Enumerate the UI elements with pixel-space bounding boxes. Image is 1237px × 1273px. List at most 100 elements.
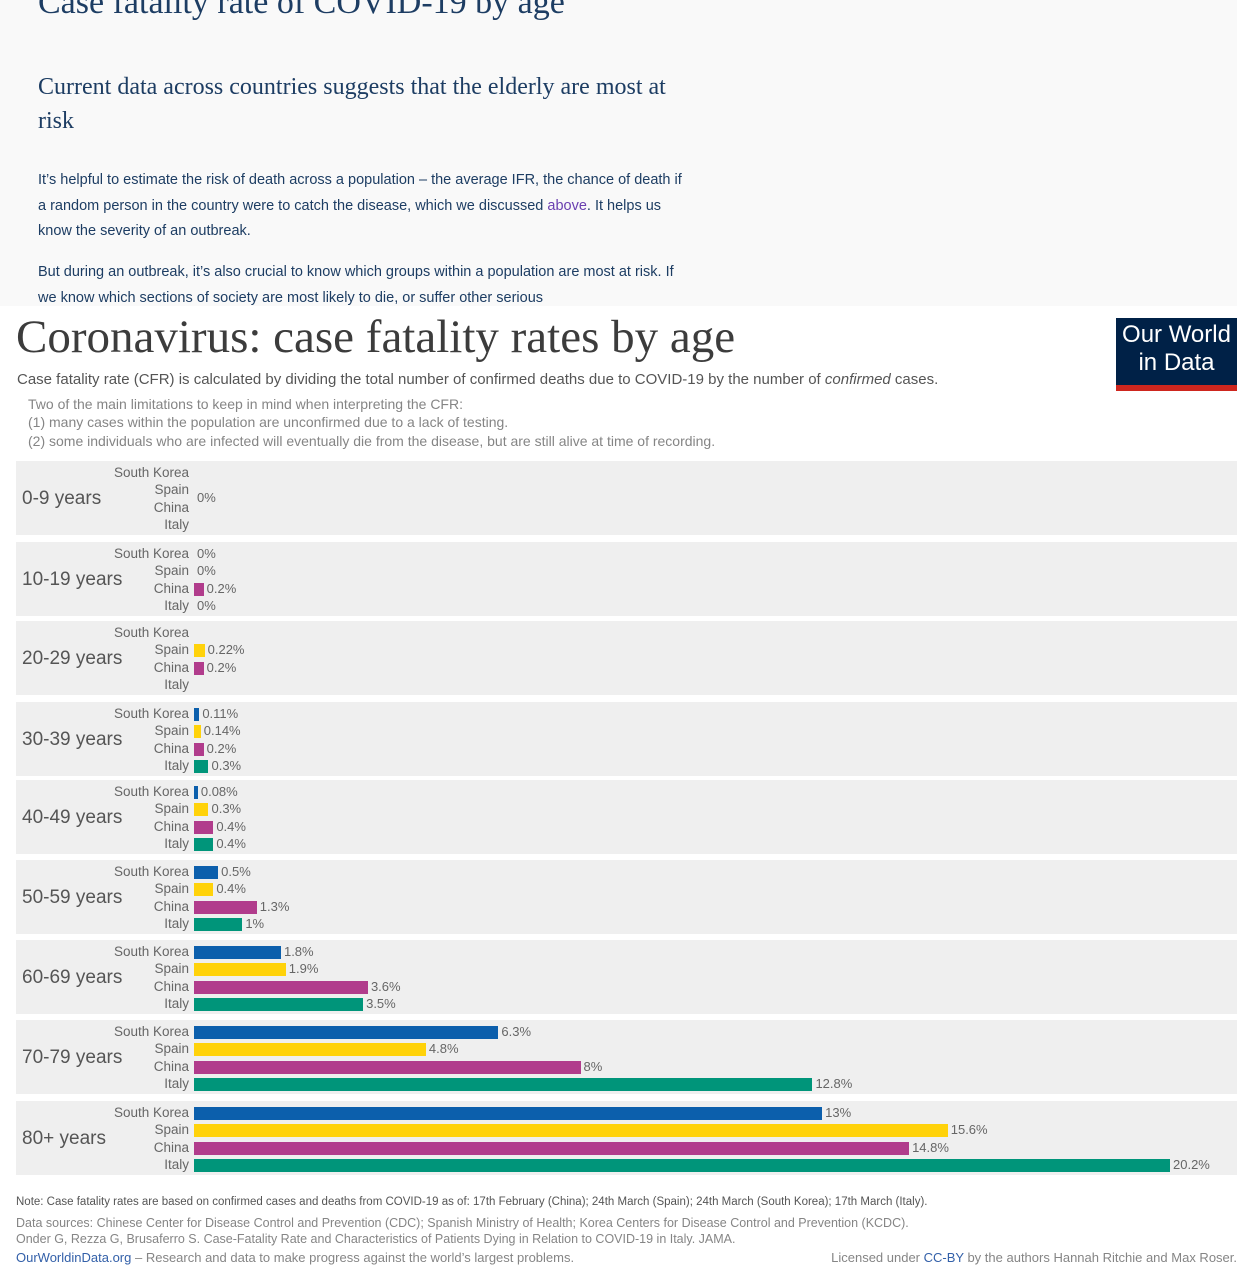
- country-label: South Korea: [113, 1024, 189, 1039]
- country-label: Italy: [164, 1157, 189, 1172]
- chart-subtitle: Case fatality rate (CFR) is calculated b…: [17, 371, 938, 388]
- bar-50-59-years-south-korea[interactable]: [194, 866, 219, 879]
- country-label: Italy: [164, 916, 189, 931]
- license-suffix: by the authors Hannah Ritchie and Max Ro…: [963, 1250, 1237, 1265]
- value-label: 4.8%: [428, 1041, 459, 1056]
- country-label: Italy: [164, 598, 189, 613]
- bar-40-49-years-south-korea[interactable]: [194, 786, 198, 799]
- chart-note-3: (2) some individuals who are infected wi…: [28, 433, 716, 449]
- country-label: Spain: [154, 482, 189, 497]
- age-band-10-19-years: [16, 542, 1237, 616]
- footer-sources: Data sources: Chinese Center for Disease…: [16, 1216, 909, 1230]
- bar-20-29-years-spain[interactable]: [194, 644, 205, 657]
- value-label: 0.2%: [206, 741, 237, 756]
- age-label: 60-69 years: [22, 967, 123, 988]
- bar-30-39-years-south-korea[interactable]: [194, 708, 200, 721]
- footer-site-line: OurWorldinData.org – Research and data t…: [16, 1250, 574, 1265]
- bar-30-39-years-italy[interactable]: [194, 760, 209, 773]
- value-label: 1.9%: [288, 961, 319, 976]
- logo-line-2: in Data: [1138, 349, 1215, 376]
- value-label: 0.3%: [211, 801, 242, 816]
- cc-by-link[interactable]: CC-BY: [923, 1250, 964, 1265]
- bar-70-79-years-south-korea[interactable]: [194, 1026, 499, 1039]
- age-label: 50-59 years: [22, 887, 123, 908]
- country-label: Italy: [164, 758, 189, 773]
- value-label: 8%: [583, 1059, 603, 1074]
- age-band-40-49-years: [16, 780, 1237, 854]
- bar-60-69-years-china[interactable]: [194, 981, 368, 994]
- chart-note-1: Two of the main limitations to keep in m…: [28, 396, 463, 412]
- bar-30-39-years-spain[interactable]: [194, 725, 201, 738]
- paragraph-1-text-b: . It helps us know the severity of an ou…: [38, 197, 662, 240]
- country-label: China: [153, 819, 189, 834]
- country-label: South Korea: [113, 784, 189, 799]
- age-label: 80+ years: [22, 1128, 106, 1149]
- value-label: 0.2%: [206, 581, 237, 596]
- bar-60-69-years-south-korea[interactable]: [194, 946, 281, 959]
- age-label: 20-29 years: [22, 648, 123, 669]
- footer-note: Note: Case fatality rates are based on c…: [16, 1196, 928, 1208]
- bar-80plus-years-south-korea[interactable]: [194, 1107, 823, 1120]
- article-heading: Case fatality rate of COVID-19 by age: [38, 0, 565, 21]
- value-label: 0%: [197, 598, 216, 613]
- bar-70-79-years-italy[interactable]: [194, 1078, 813, 1091]
- bar-60-69-years-italy[interactable]: [194, 998, 364, 1011]
- age-label: 10-19 years: [22, 569, 123, 590]
- bar-70-79-years-china[interactable]: [194, 1061, 581, 1074]
- bar-60-69-years-spain[interactable]: [194, 963, 286, 976]
- country-label: Italy: [164, 836, 189, 851]
- age-band-20-29-years: [16, 621, 1237, 695]
- owid-logo[interactable]: Our World in Data: [1116, 318, 1237, 391]
- logo-line-1: Our World: [1122, 321, 1231, 348]
- bar-30-39-years-china[interactable]: [194, 743, 204, 756]
- value-label: 1.3%: [259, 899, 290, 914]
- footer-reference: Onder G, Rezza G, Brusaferro S. Case-Fat…: [16, 1232, 736, 1246]
- country-label: China: [153, 581, 189, 596]
- subtitle-italic: confirmed: [824, 371, 891, 388]
- bar-70-79-years-spain[interactable]: [194, 1043, 426, 1056]
- country-label: China: [153, 979, 189, 994]
- country-label: Spain: [154, 801, 189, 816]
- bar-50-59-years-spain[interactable]: [194, 883, 214, 896]
- age-label: 30-39 years: [22, 729, 123, 750]
- bar-40-49-years-spain[interactable]: [194, 803, 209, 816]
- country-label: South Korea: [113, 546, 189, 561]
- above-link[interactable]: above: [547, 197, 587, 214]
- article-paragraph-1: It’s helpful to estimate the risk of dea…: [38, 168, 683, 245]
- value-label: 0.4%: [216, 836, 246, 851]
- country-label: China: [153, 660, 189, 675]
- country-label: Italy: [164, 517, 189, 532]
- bar-20-29-years-china[interactable]: [194, 662, 204, 675]
- article-subheading: Current data across countries suggests t…: [38, 74, 666, 134]
- owid-site-link[interactable]: OurWorldinData.org: [16, 1250, 132, 1265]
- subtitle-text-a: Case fatality rate (CFR) is calculated b…: [17, 371, 825, 388]
- bar-80plus-years-italy[interactable]: [194, 1159, 1170, 1172]
- value-label: 0%: [197, 490, 216, 505]
- value-label: 0.08%: [200, 784, 238, 799]
- value-label: 0.4%: [216, 881, 246, 896]
- country-label: South Korea: [113, 1105, 189, 1120]
- bar-50-59-years-china[interactable]: [194, 901, 257, 914]
- country-label: Spain: [154, 642, 189, 657]
- bar-80plus-years-china[interactable]: [194, 1142, 910, 1155]
- country-label: South Korea: [113, 864, 189, 879]
- country-label: China: [153, 741, 189, 756]
- bar-40-49-years-china[interactable]: [194, 821, 214, 834]
- bar-10-19-years-china[interactable]: [194, 583, 204, 596]
- country-label: Spain: [154, 881, 189, 896]
- age-label: 0-9 years: [22, 488, 102, 509]
- age-band-0-9-years: [16, 461, 1237, 535]
- value-label: 20.2%: [1173, 1157, 1210, 1172]
- value-label: 0.22%: [207, 642, 245, 657]
- value-label: 0.5%: [221, 864, 251, 879]
- site-tagline: – Research and data to make progress aga…: [131, 1250, 575, 1265]
- bar-50-59-years-italy[interactable]: [194, 918, 243, 931]
- value-label: 0%: [197, 546, 216, 561]
- license-prefix: Licensed under: [831, 1250, 924, 1265]
- bar-40-49-years-italy[interactable]: [194, 838, 214, 851]
- country-label: China: [153, 500, 189, 515]
- paragraph-1-text-a: It’s helpful to estimate the risk of dea…: [38, 172, 682, 214]
- bar-80plus-years-spain[interactable]: [194, 1124, 948, 1137]
- country-label: Italy: [164, 677, 189, 692]
- country-label: Italy: [164, 1076, 189, 1091]
